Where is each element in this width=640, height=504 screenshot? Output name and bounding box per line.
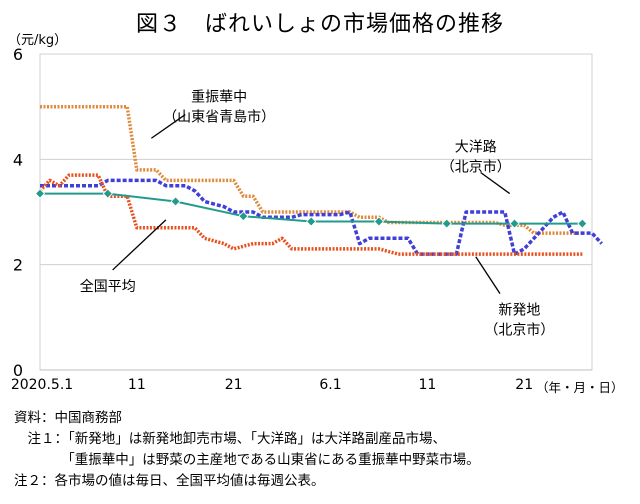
annotation-leader: [150, 114, 186, 139]
note-1a: 注１：「新発地」は新発地卸売市場、「大洋路」は大洋路副産品市場、: [14, 431, 446, 447]
series-marker: [509, 218, 520, 229]
series-line-1: [40, 178, 603, 256]
chart-notes: 資料：中国商務部 注１：「新発地」は新発地卸売市場、「大洋路」は大洋路副産品市場…: [14, 408, 480, 492]
x-tick-label: 11: [128, 377, 146, 393]
series-marker: [102, 188, 113, 199]
annotation-label: 全国平均: [80, 278, 136, 295]
annotation-label: 新発地: [498, 303, 540, 319]
series-marker: [441, 218, 452, 229]
series-marker: [577, 218, 588, 229]
line-chart: 0 2 4 6 2020.5.1 11 21 6.1 11 21 （元/kg） （年・月・日） 重振華中…: [8, 33, 624, 395]
annotation-leader: [475, 256, 501, 294]
x-tick-label: 21: [515, 377, 533, 393]
annotation-leader: [480, 171, 511, 195]
x-tick-label: 2020.5.1: [11, 377, 73, 393]
series-marker: [373, 216, 385, 227]
annotation-label: （北京市）: [484, 322, 554, 339]
annotation-leader: [112, 219, 167, 271]
x-tick-label: 11: [418, 377, 436, 393]
y-tick-label: 6: [13, 45, 23, 64]
annotation-label: （山東省青島市）: [163, 108, 275, 125]
y-tick-label: 0: [13, 361, 23, 380]
series-marker: [306, 216, 317, 227]
chart-title: 図３ ばれいしょの市場価格の推移: [135, 12, 504, 37]
series-marker: [170, 196, 181, 207]
y-tick-label: 4: [13, 150, 23, 169]
y-tick-label: 2: [13, 256, 23, 275]
annotation-label: （北京市）: [441, 158, 511, 175]
note-source: 資料：中国商務部: [14, 410, 122, 426]
x-tick-label: 21: [225, 377, 243, 393]
annotation-label: 大洋路: [455, 139, 497, 155]
x-axis-label: （年・月・日）: [536, 380, 624, 395]
y-axis-label: （元/kg）: [8, 33, 67, 48]
annotation-label: 重振華中: [191, 89, 247, 105]
series-marker: [238, 211, 249, 222]
series-marker: [34, 188, 46, 199]
note-1b: 「重振華中」は野菜の主産地である山東省にある重振華中野菜市場。: [14, 452, 480, 468]
x-tick-label: 6.1: [319, 377, 341, 393]
note-2: 注２：各市場の値は毎日、全国平均値は毎週公表。: [14, 473, 325, 489]
